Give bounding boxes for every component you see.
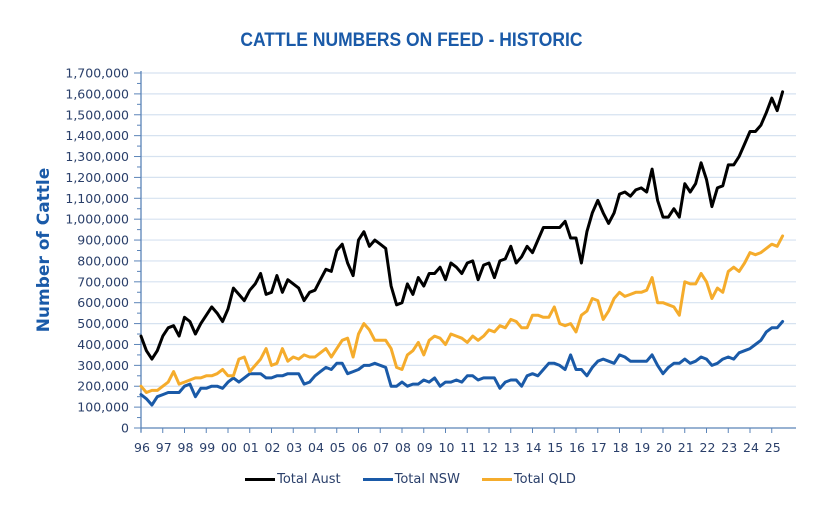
y-tick-label: 300,000 [77, 358, 129, 373]
x-tick-label: 05 [330, 440, 346, 455]
x-tick-label: 24 [743, 440, 759, 455]
x-tick-label: 18 [613, 440, 629, 455]
x-tick-label: 08 [395, 440, 411, 455]
x-tick-label: 16 [569, 440, 585, 455]
y-tick-label: 200,000 [77, 379, 129, 394]
legend: Total Aust Total NSW Total QLD [0, 472, 821, 487]
y-tick-label: 600,000 [77, 295, 129, 310]
gridlines [141, 72, 796, 408]
x-tick-label: 96 [134, 440, 150, 455]
series-line-total-qld [139, 234, 785, 394]
x-tick-label: 19 [634, 440, 650, 455]
y-tick-label: 1,100,000 [65, 191, 129, 206]
legend-item-total-nsw: Total NSW [362, 472, 460, 487]
x-tick-label: 13 [504, 440, 520, 455]
x-tick-label: 00 [221, 440, 237, 455]
x-tick-label: 97 [156, 440, 172, 455]
x-tick-label: 12 [482, 440, 498, 455]
y-tick-label: 800,000 [77, 253, 129, 268]
x-tick-label: 14 [526, 440, 542, 455]
x-tick-label: 23 [721, 440, 737, 455]
y-tick-label: 500,000 [77, 316, 129, 331]
x-tick-label: 06 [352, 440, 368, 455]
x-tick-label: 02 [265, 440, 281, 455]
x-axis: 96 97 98 99 00 01 02 03 04 05 06 07 08 09 10 11 12 13 14 15… [134, 427, 796, 455]
x-tick-label: 17 [591, 440, 607, 455]
legend-swatch-total-aust [245, 478, 276, 481]
x-tick-label: 22 [700, 440, 716, 455]
y-tick-label: 700,000 [77, 274, 129, 289]
x-tick-label: 09 [417, 440, 433, 455]
legend-label-total-aust: Total Aust [277, 472, 341, 487]
chart-title: CATTLE NUMBERS ON FEED - HISTORIC [240, 30, 583, 51]
x-tick-label: 21 [678, 440, 694, 455]
y-tick-label: 0 [121, 421, 129, 436]
x-tick-label: 04 [308, 440, 324, 455]
y-tick-label: 900,000 [77, 233, 129, 248]
y-tick-label: 1,000,000 [65, 212, 129, 227]
y-tick-label: 1,400,000 [65, 128, 129, 143]
legend-item-total-aust: Total Aust [245, 472, 341, 487]
x-tick-label: 98 [178, 440, 194, 455]
series-line-total-nsw [139, 320, 785, 407]
x-tick-label: 01 [243, 440, 259, 455]
y-tick-label: 1,700,000 [65, 66, 129, 81]
series-line-total-aust [139, 90, 785, 361]
x-tick-label: 03 [286, 440, 302, 455]
x-tick-label: 25 [765, 440, 781, 455]
x-tick-label: 20 [656, 440, 672, 455]
y-tick-label: 1,600,000 [65, 86, 129, 101]
series-lines [139, 90, 785, 407]
y-tick-label: 1,200,000 [65, 170, 129, 185]
x-tick-label: 15 [547, 440, 563, 455]
x-tick-label: 07 [373, 440, 389, 455]
legend-item-total-qld: Total QLD [481, 472, 576, 487]
y-tick-label: 400,000 [77, 337, 129, 352]
y-axis: 0 100,000 200,000 300,000 400,000 500,000 600,… [65, 66, 142, 436]
y-tick-label: 100,000 [77, 400, 129, 415]
legend-swatch-total-nsw [362, 478, 393, 481]
y-tick-label: 1,500,000 [65, 107, 129, 122]
legend-label-total-qld: Total QLD [513, 472, 576, 487]
legend-label-total-nsw: Total NSW [394, 472, 460, 487]
x-tick-label: 99 [199, 440, 215, 455]
y-tick-label: 1,300,000 [65, 149, 129, 164]
x-tick-label: 10 [439, 440, 455, 455]
legend-swatch-total-qld [481, 478, 512, 481]
x-tick-label: 11 [460, 440, 476, 455]
